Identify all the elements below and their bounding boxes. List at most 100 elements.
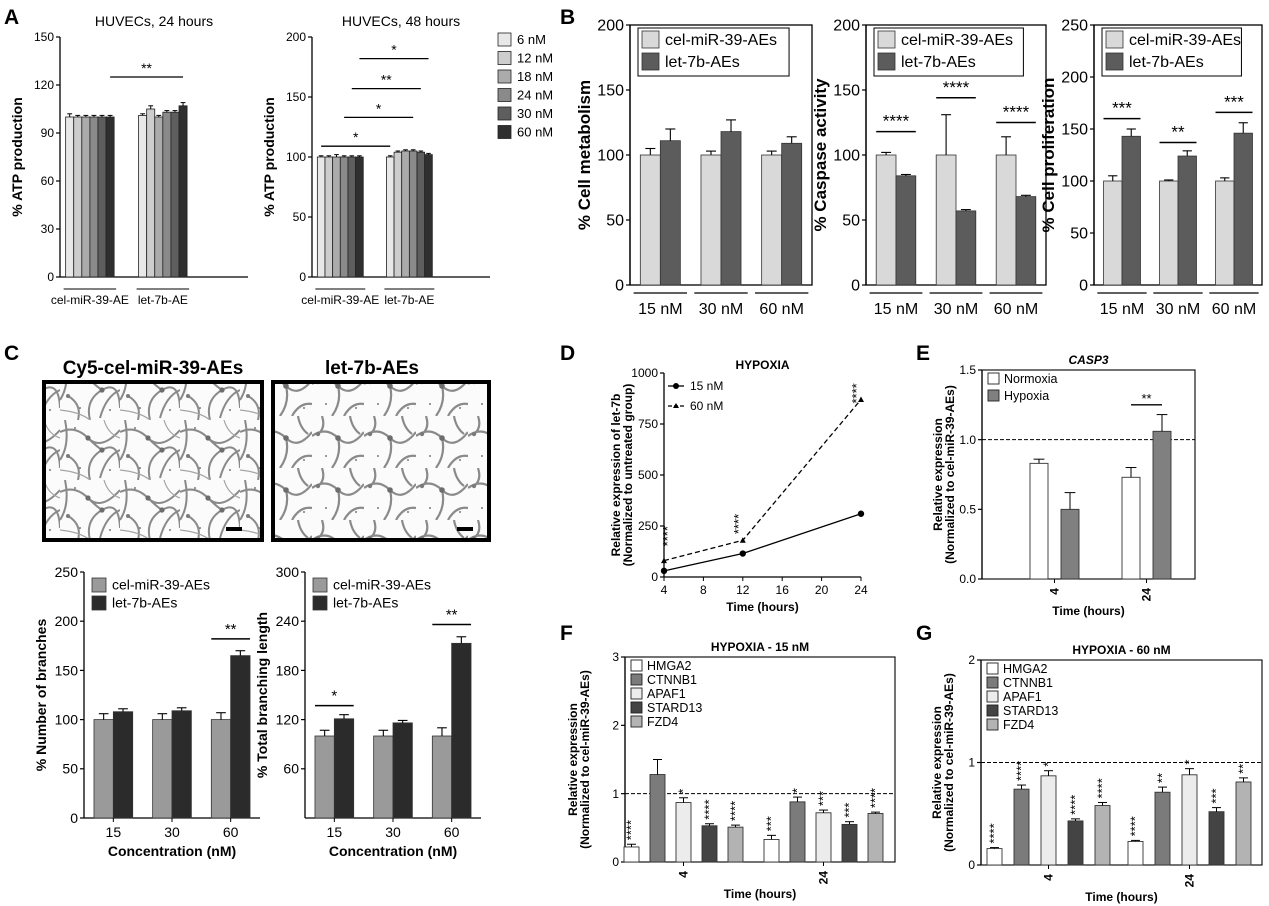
F-y-label-2: (Normalized to cel-miR-39-AEs): [578, 670, 592, 849]
C2-bar: [451, 642, 472, 819]
A1-y-tick-label: 0: [47, 270, 54, 284]
A2-group-label: cel-miR-39-AE: [301, 293, 379, 307]
C2-cat-label: 15: [327, 824, 343, 840]
B2-y-label: % Caspase activity: [811, 78, 830, 232]
B2-bar: [935, 154, 957, 286]
A1-bar: [138, 115, 148, 278]
D-y-tick-label: 500: [638, 468, 658, 482]
scale-bar-left: [226, 527, 242, 531]
B3-legend-label: cel-miR-39-AEs: [1129, 32, 1241, 49]
G-sig-label: ****: [987, 823, 1002, 843]
B2-sig-label: ****: [943, 78, 970, 97]
G-sig-label: **: [1155, 773, 1170, 783]
A2-legend-label: 12 nM: [517, 51, 553, 66]
B1-y-tick-label: 150: [597, 83, 624, 100]
D-point: [857, 510, 865, 517]
D-legend-label: 60 nM: [690, 399, 723, 413]
panel-letter-g: G: [916, 622, 932, 645]
B3-y-tick-label: 200: [1061, 70, 1088, 87]
B2-legend-label: cel-miR-39-AEs: [901, 32, 1013, 49]
A2-bar: [339, 156, 349, 278]
A2-legend-swatch: [497, 51, 512, 65]
F-bar: [675, 802, 692, 863]
C1-legend-swatch: [91, 595, 107, 611]
C1-bar: [152, 719, 173, 819]
B2-cat-label: 15 nM: [874, 301, 918, 318]
A2-group-label: let-7b-AE: [384, 293, 434, 307]
C2-bar: [373, 735, 394, 819]
panel-letter-a: A: [4, 6, 19, 29]
G-bar: [1208, 811, 1225, 866]
D-y-label-2: (Normalized to untreated group): [621, 384, 635, 567]
B2-cat-label: 30 nM: [934, 301, 978, 318]
B3-sig-label: ***: [1112, 99, 1132, 118]
F-y-tick-label: 1: [612, 787, 619, 801]
B2-bar: [955, 210, 977, 286]
C1-bar: [230, 655, 251, 819]
A2-bar: [332, 156, 341, 278]
A2-sig-label: *: [353, 129, 359, 145]
G-legend-swatch: [986, 676, 999, 689]
A1-y-tick-label: 90: [41, 126, 55, 140]
B3-y-tick-label: 100: [1061, 174, 1088, 191]
A2-bar: [316, 156, 326, 278]
B3-legend-box: [1101, 27, 1242, 77]
D-line-60nm: [663, 399, 862, 562]
G-legend-swatch: [986, 704, 999, 717]
G-sig-label: *: [1041, 762, 1056, 767]
A1-group-label: cel-miR-39-AE: [51, 293, 129, 307]
D-point: [739, 550, 746, 557]
B1-cat-label: 15 nM: [638, 301, 682, 318]
A1-bar: [162, 111, 172, 278]
A2-legend-swatch: [497, 32, 512, 47]
A2-bar: [393, 151, 403, 278]
image-title-right: let-7b-AEs: [325, 358, 419, 379]
B2-sig-label: ****: [1003, 103, 1030, 122]
F-legend-swatch: [630, 715, 643, 728]
C2-y-tick-label: 120: [276, 712, 300, 728]
B2-legend-label: let-7b-AEs: [901, 54, 976, 71]
F-legend-label: FZD4: [647, 715, 678, 729]
F-bar: [727, 826, 744, 863]
C1-cat-label: 30: [164, 824, 180, 840]
F-legend-swatch: [630, 687, 643, 700]
G-y-label-2: (Normalized to cel-miR-39-AEs): [942, 673, 956, 852]
A2-legend-swatch: [497, 88, 512, 102]
B3-bar: [1233, 132, 1253, 286]
F-legend-label: HMGA2: [647, 659, 692, 673]
C1-y-label: % Number of branches: [33, 619, 49, 772]
F-sig-label: ****: [624, 820, 639, 840]
B1-cat-label: 60 nM: [759, 301, 803, 318]
panel-letter-f: F: [560, 622, 573, 645]
B3-bar: [1177, 155, 1197, 286]
C2-y-tick-label: 180: [276, 662, 300, 678]
B3-y-tick-label: 250: [1061, 18, 1088, 35]
B3-cat-label: 15 nM: [1100, 301, 1144, 318]
E-y-tick-label: 0.0: [959, 572, 976, 586]
C2-x-label: Concentration (nM): [329, 843, 457, 859]
B2-bar: [1015, 196, 1037, 286]
A2-bar: [355, 156, 364, 278]
C2-bar: [314, 735, 335, 819]
C1-cat-label: 60: [223, 824, 239, 840]
E-legend-swatch: [987, 389, 1000, 402]
B3-sig-label: ***: [1224, 92, 1244, 111]
C1-bar: [171, 710, 192, 819]
A2-y-tick-label: 50: [293, 210, 307, 224]
A2-y-tick-label: 100: [286, 150, 306, 164]
F-sig-label: ***: [764, 816, 779, 831]
E-sig-label: **: [1141, 391, 1151, 406]
A2-bar: [386, 156, 395, 278]
E-bar: [1152, 430, 1172, 580]
E-y-label-2: (Normalized to cel-miR-39-AEs): [943, 385, 957, 564]
panel-letter-d: D: [560, 342, 575, 365]
G-y-tick-label: 2: [968, 653, 975, 667]
D-sig-label: ****: [660, 526, 675, 546]
C1-y-tick-label: 50: [62, 761, 78, 777]
micrograph-right: [271, 380, 491, 542]
B2-cat-label: 60 nM: [994, 301, 1038, 318]
panel-letter-c: C: [4, 342, 19, 365]
D-sig-label: ****: [731, 514, 746, 534]
G-legend-swatch: [986, 718, 999, 731]
D-y-tick-label: 750: [638, 417, 658, 431]
